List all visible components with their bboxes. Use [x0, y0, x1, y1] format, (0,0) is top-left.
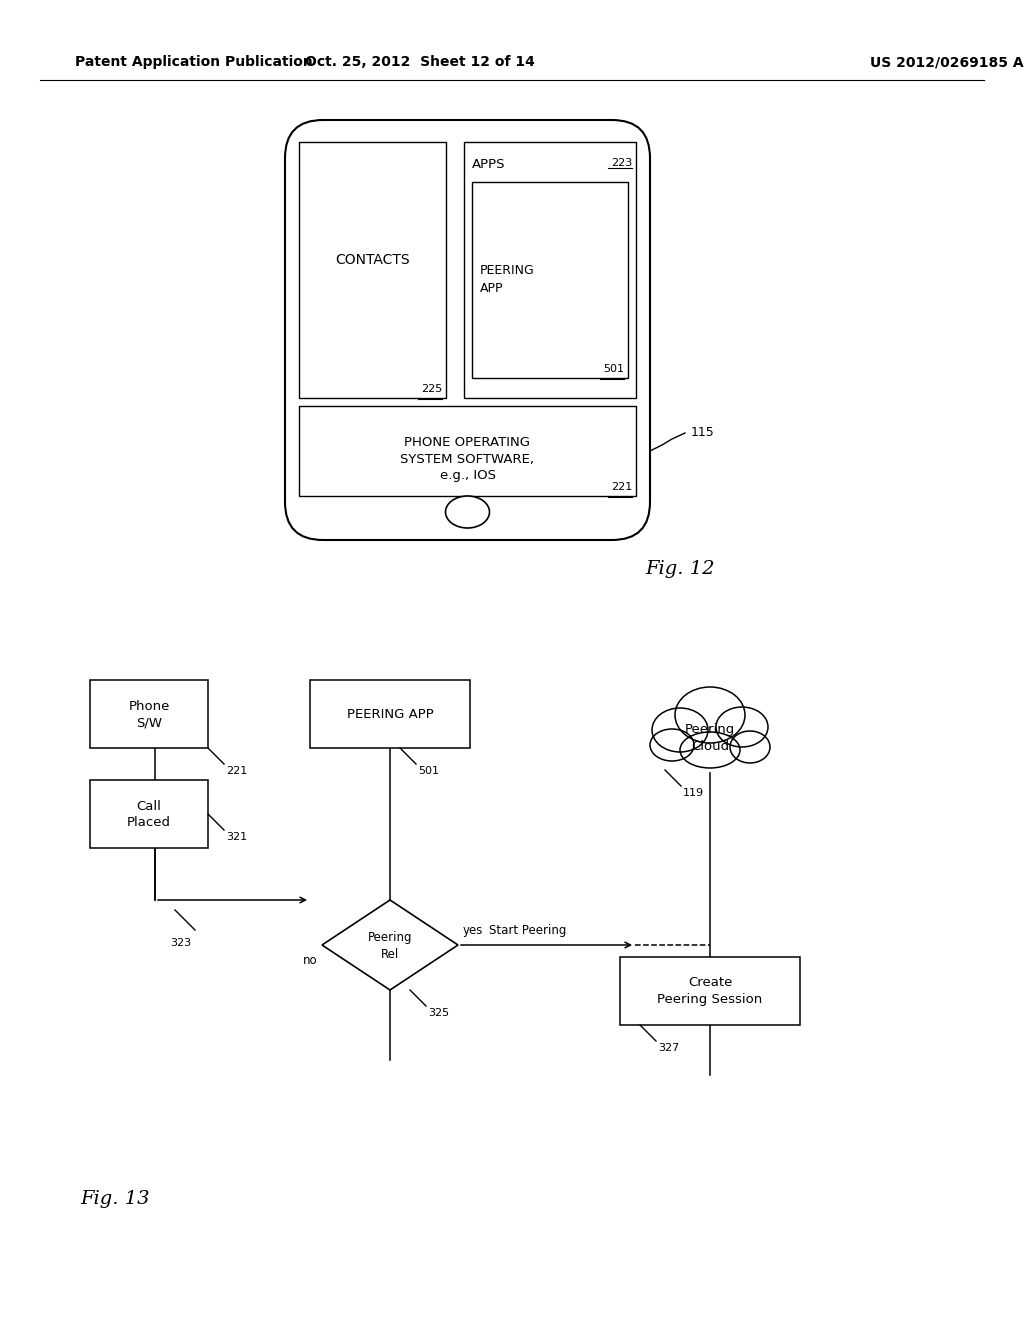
Bar [472, 182, 628, 378]
Text: 501: 501 [418, 766, 439, 776]
Ellipse shape [716, 708, 768, 747]
Bar [310, 680, 470, 748]
Text: e.g., IOS: e.g., IOS [439, 469, 496, 482]
Text: Peering: Peering [368, 931, 413, 944]
Text: CONTACTS: CONTACTS [335, 253, 410, 267]
Text: yes: yes [463, 924, 483, 937]
Text: 115: 115 [691, 426, 715, 440]
Text: Phone: Phone [128, 701, 170, 714]
Text: APPS: APPS [472, 158, 506, 172]
Bar [90, 680, 208, 748]
Text: PEERING: PEERING [480, 264, 535, 276]
Ellipse shape [675, 686, 745, 743]
Text: Start Peering: Start Peering [489, 924, 566, 937]
Bar [464, 143, 636, 399]
Text: Rel: Rel [381, 948, 399, 961]
Text: 325: 325 [428, 1008, 450, 1018]
Text: S/W: S/W [136, 717, 162, 730]
Text: Placed: Placed [127, 817, 171, 829]
Text: 221: 221 [226, 766, 247, 776]
Text: Fig. 12: Fig. 12 [645, 560, 715, 578]
Bar [90, 780, 208, 847]
Ellipse shape [730, 731, 770, 763]
Text: 501: 501 [603, 364, 624, 374]
Text: 225: 225 [421, 384, 442, 393]
Text: 327: 327 [658, 1043, 679, 1053]
Text: Patent Application Publication: Patent Application Publication [75, 55, 312, 69]
Text: PHONE OPERATING: PHONE OPERATING [404, 437, 530, 450]
Text: PEERING APP: PEERING APP [347, 708, 433, 721]
Bar [299, 407, 636, 496]
FancyBboxPatch shape [285, 120, 650, 540]
Text: 223: 223 [610, 158, 632, 168]
Text: 323: 323 [170, 939, 191, 948]
Text: SYSTEM SOFTWARE,: SYSTEM SOFTWARE, [400, 453, 535, 466]
Ellipse shape [650, 729, 694, 762]
Text: 221: 221 [610, 482, 632, 492]
Text: no: no [302, 953, 317, 966]
Ellipse shape [445, 496, 489, 528]
Text: 321: 321 [226, 832, 247, 842]
Text: Cloud: Cloud [691, 741, 729, 754]
Ellipse shape [652, 708, 708, 752]
Polygon shape [322, 900, 458, 990]
Ellipse shape [680, 733, 740, 768]
Text: Create: Create [688, 977, 732, 990]
Text: APP: APP [480, 281, 504, 294]
Text: Peering: Peering [685, 723, 735, 737]
Text: 119: 119 [683, 788, 705, 799]
Bar [620, 957, 800, 1026]
Text: US 2012/0269185 A1: US 2012/0269185 A1 [870, 55, 1024, 69]
Text: Peering Session: Peering Session [657, 994, 763, 1006]
Text: Fig. 13: Fig. 13 [80, 1191, 150, 1208]
Bar [299, 143, 446, 399]
Text: Call: Call [136, 800, 162, 813]
Text: Oct. 25, 2012  Sheet 12 of 14: Oct. 25, 2012 Sheet 12 of 14 [305, 55, 535, 69]
